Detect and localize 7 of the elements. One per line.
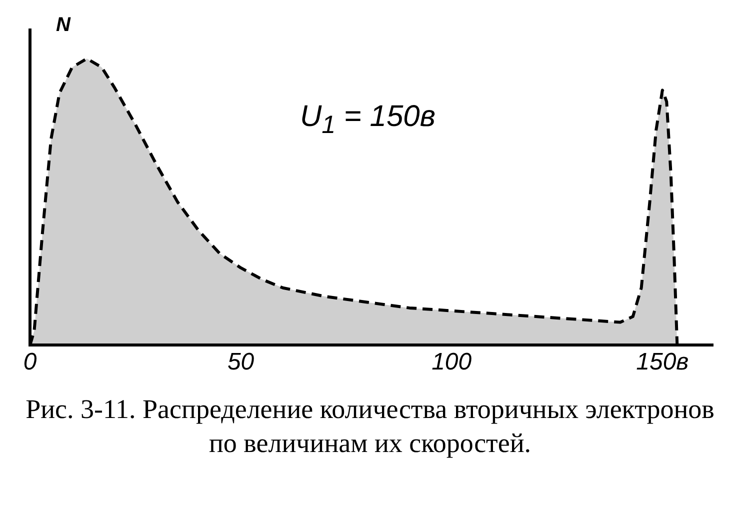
x-tick-label: 0	[23, 348, 38, 376]
x-tick-label: 150в	[636, 348, 689, 376]
annotation: U$_{1}$ = 150в	[300, 100, 436, 140]
x-tick-label: 100	[432, 348, 472, 376]
x-tick-label: 50	[227, 348, 255, 376]
text: Рис. 3-11. Распределение количества вторичных электронов по величинам их скоростей.	[24, 393, 716, 460]
y-axis-title: N	[56, 14, 70, 37]
